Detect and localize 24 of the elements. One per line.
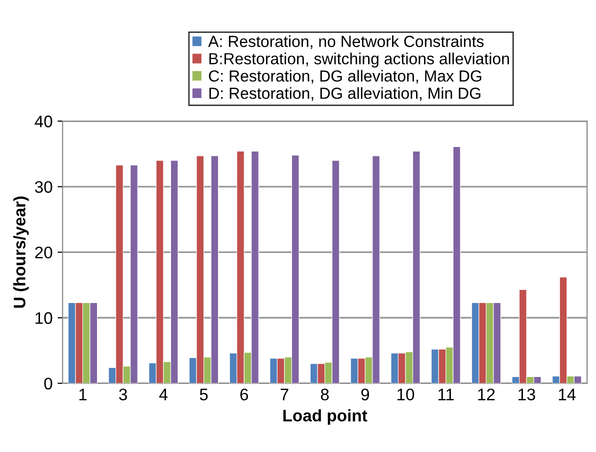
legend-label: D: Restoration, DG alleviation, Min DG xyxy=(209,87,480,101)
legend-label: A: Restoration, no Network Constraints xyxy=(208,35,484,49)
y-tick-label: 20 xyxy=(35,246,52,258)
y-axis-title: U (hours/year) xyxy=(13,196,29,308)
y-tick-label: 30 xyxy=(34,181,52,193)
x-tick-label: 11 xyxy=(438,388,454,400)
x-tick-label: 1 xyxy=(79,388,87,400)
x-tick-label: 14 xyxy=(558,388,576,400)
y-tick-label: 40 xyxy=(34,116,52,128)
x-tick-label: 8 xyxy=(320,388,329,400)
legend-label: C: Restoration, DG alleviaton, Max DG xyxy=(208,70,482,84)
y-tick-label: 10 xyxy=(36,312,52,324)
x-axis-title: Load point xyxy=(283,409,368,425)
x-tick-label: 6 xyxy=(240,388,248,400)
x-tick-label: 5 xyxy=(200,388,208,400)
x-tick-label: 3 xyxy=(119,388,127,400)
x-tick-label: 13 xyxy=(518,388,536,400)
x-tick-label: 4 xyxy=(159,388,168,400)
legend-label: B:Restoration, switching actions alleviation xyxy=(209,52,509,68)
x-tick-label: 7 xyxy=(280,388,288,400)
x-tick-label: 12 xyxy=(478,388,495,400)
x-tick-label: 10 xyxy=(398,388,414,400)
x-tick-label: 9 xyxy=(361,388,370,400)
y-tick-label: 0 xyxy=(44,378,52,390)
